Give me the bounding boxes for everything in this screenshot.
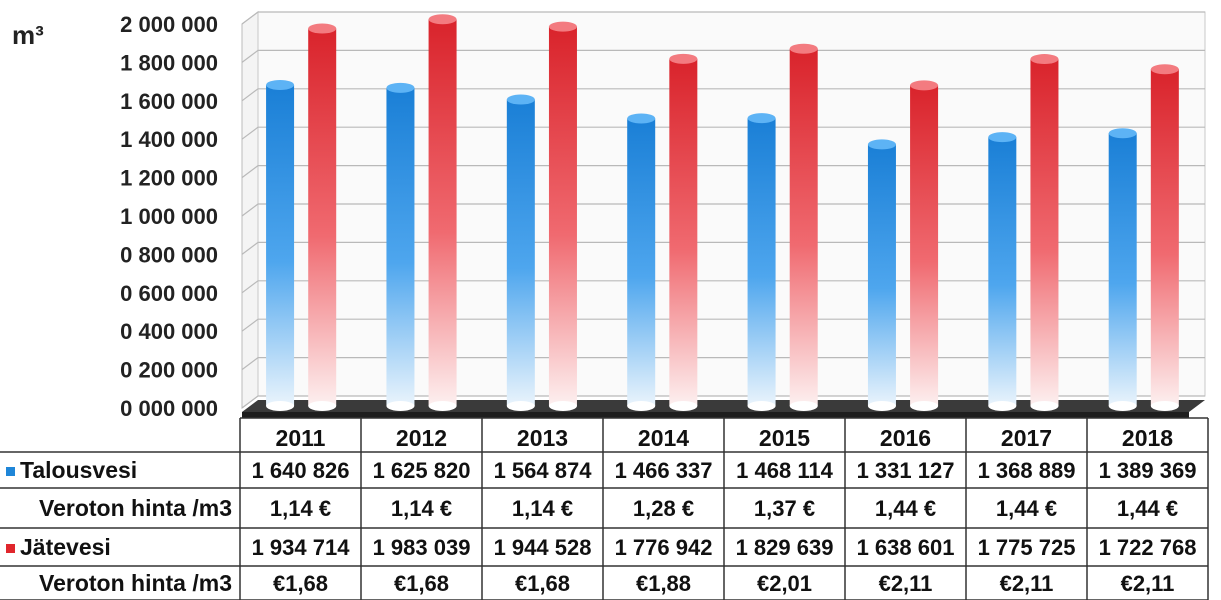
table-cell: 1,14 € bbox=[391, 496, 452, 521]
bar-jätevesi-2013 bbox=[548, 21, 577, 411]
floor-edge bbox=[242, 412, 1189, 418]
table-cell: 1,44 € bbox=[996, 496, 1057, 521]
floor bbox=[242, 400, 1205, 412]
y-tick-label: 0 400 000 bbox=[120, 319, 218, 344]
table-cell: €1,68 bbox=[273, 571, 328, 596]
y-tick-label: 1 200 000 bbox=[120, 166, 218, 191]
table-cell: 1 331 127 bbox=[857, 458, 955, 483]
x-tick-label: 2015 bbox=[759, 425, 810, 451]
table-cell: 1,44 € bbox=[1117, 496, 1178, 521]
bar-talousvesi-2016 bbox=[867, 139, 896, 411]
y-tick-label: 0 800 000 bbox=[120, 242, 218, 267]
table-cell: 1 389 369 bbox=[1099, 458, 1197, 483]
bar-jätevesi-2015 bbox=[789, 43, 818, 411]
table-cell: 1 722 768 bbox=[1099, 535, 1197, 560]
bar-talousvesi-2015 bbox=[747, 113, 776, 411]
y-tick-label: 1 600 000 bbox=[120, 89, 218, 114]
table-cell: 1 776 942 bbox=[615, 535, 713, 560]
row-label: Veroton hinta /m3 bbox=[39, 570, 232, 596]
bar-jätevesi-2011 bbox=[308, 23, 337, 411]
y-tick-label: 2 000 000 bbox=[120, 12, 218, 37]
gridline bbox=[241, 126, 1205, 140]
table-cell: 1 640 826 bbox=[252, 458, 350, 483]
row-label: Veroton hinta /m3 bbox=[39, 495, 232, 521]
x-tick-label: 2012 bbox=[396, 425, 447, 451]
x-tick-label: 2018 bbox=[1122, 425, 1173, 451]
table-cell: 1 934 714 bbox=[252, 535, 351, 560]
bar-talousvesi-2018 bbox=[1108, 128, 1137, 411]
legend-swatch bbox=[6, 544, 15, 553]
table-cell: 1 564 874 bbox=[494, 458, 593, 483]
y-tick-label: 1 800 000 bbox=[120, 50, 218, 75]
x-tick-label: 2017 bbox=[1001, 425, 1052, 451]
table-cell: 1,14 € bbox=[270, 496, 331, 521]
bar-jätevesi-2018 bbox=[1150, 64, 1179, 411]
table-cell: €2,11 bbox=[1121, 571, 1175, 596]
table-cell: 1,37 € bbox=[754, 496, 815, 521]
x-tick-label: 2016 bbox=[880, 425, 931, 451]
bar-talousvesi-2013 bbox=[506, 94, 535, 411]
table-cell: €2,11 bbox=[879, 571, 933, 596]
bars bbox=[266, 14, 1179, 411]
table-cell: €1,88 bbox=[636, 571, 691, 596]
y-tick-label: 1 000 000 bbox=[120, 204, 218, 229]
y-unit-label: m³ bbox=[12, 20, 44, 50]
y-tick-label: 0 200 000 bbox=[120, 358, 218, 383]
x-tick-label: 2013 bbox=[517, 425, 568, 451]
bar-talousvesi-2011 bbox=[266, 79, 295, 411]
bar-jätevesi-2017 bbox=[1030, 54, 1059, 411]
legend-swatch bbox=[6, 467, 15, 476]
gridline bbox=[241, 49, 1205, 63]
table-cell: 1,44 € bbox=[875, 496, 936, 521]
bar-jätevesi-2014 bbox=[669, 53, 698, 411]
y-tick-label: 1 400 000 bbox=[120, 127, 218, 152]
table-cell: 1 466 337 bbox=[615, 458, 713, 483]
bar-talousvesi-2014 bbox=[627, 113, 656, 411]
table-cell: 1 944 528 bbox=[494, 535, 592, 560]
table-cell: 1 368 889 bbox=[978, 458, 1076, 483]
y-tick-label: 0 000 000 bbox=[120, 396, 218, 421]
table-cell: 1 638 601 bbox=[857, 535, 955, 560]
table-cell: 1 625 820 bbox=[373, 458, 471, 483]
gridline bbox=[241, 11, 1205, 25]
table-cell: €2,01 bbox=[757, 571, 812, 596]
bar-talousvesi-2012 bbox=[386, 82, 415, 411]
table-cell: €1,68 bbox=[394, 571, 449, 596]
table-cell: 1 983 039 bbox=[373, 535, 471, 560]
table-cell: 1 468 114 bbox=[736, 458, 833, 483]
table-cell: €1,68 bbox=[515, 571, 570, 596]
legend-label: Jätevesi bbox=[20, 534, 111, 560]
legend-label: Talousvesi bbox=[20, 457, 137, 483]
table-cell: 1 775 725 bbox=[978, 535, 1076, 560]
bar-talousvesi-2017 bbox=[988, 132, 1017, 411]
y-tick-label: 0 600 000 bbox=[120, 281, 218, 306]
gridline bbox=[241, 88, 1205, 102]
bar-jätevesi-2016 bbox=[910, 80, 939, 411]
data-table: 2011 2012 2013 2014 2015 2016 2017 2018 Talousve… bbox=[0, 417, 1209, 600]
bar-jätevesi-2012 bbox=[428, 14, 457, 411]
x-tick-label: 2011 bbox=[276, 425, 326, 451]
table-cell: €2,11 bbox=[1000, 571, 1054, 596]
table-cell: 1 829 639 bbox=[736, 535, 834, 560]
table-cell: 1,28 € bbox=[633, 496, 694, 521]
table-cell: 1,14 € bbox=[512, 496, 573, 521]
y-axis-ticks: 0 000 000 0 200 000 0 400 000 0 600 000 0 80… bbox=[120, 12, 218, 421]
x-tick-label: 2014 bbox=[638, 425, 689, 451]
